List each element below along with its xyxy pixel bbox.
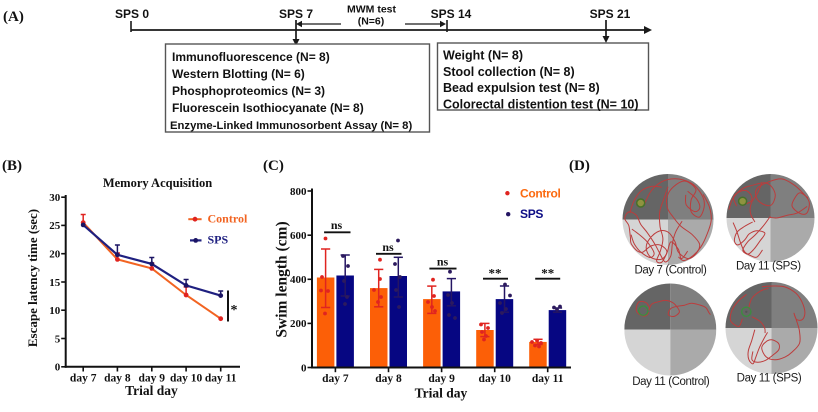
svg-text:(C): (C) <box>263 158 284 174</box>
svg-text:Weight (N= 8): Weight (N= 8) <box>443 49 523 63</box>
svg-text:0: 0 <box>55 362 61 374</box>
svg-text:Control: Control <box>520 187 561 201</box>
svg-text:Trial day: Trial day <box>125 383 178 398</box>
svg-text:(B): (B) <box>2 158 22 174</box>
svg-text:Stool collection (N= 8): Stool collection (N= 8) <box>443 65 575 79</box>
svg-text:day 9: day 9 <box>139 373 166 385</box>
svg-text:400: 400 <box>290 274 307 286</box>
svg-text:200: 200 <box>290 318 307 330</box>
svg-text:600: 600 <box>290 230 307 242</box>
svg-text:(A): (A) <box>3 9 24 25</box>
svg-text:(D): (D) <box>569 158 590 174</box>
svg-text:10: 10 <box>49 305 61 317</box>
svg-text:ns: ns <box>331 218 343 232</box>
svg-text:15: 15 <box>49 277 61 289</box>
svg-text:day 7: day 7 <box>70 373 97 385</box>
svg-text:Day 7 (Control): Day 7 (Control) <box>635 265 708 277</box>
svg-text:Swim length (cm): Swim length (cm) <box>274 221 291 337</box>
svg-text:800: 800 <box>290 186 307 198</box>
svg-text:day 10: day 10 <box>479 373 512 385</box>
svg-text:*: * <box>231 303 238 318</box>
svg-text:Memory Acquisition: Memory Acquisition <box>103 176 212 190</box>
svg-text:SPS 0: SPS 0 <box>115 7 149 21</box>
svg-text:day 10: day 10 <box>170 373 203 385</box>
svg-text:day 11: day 11 <box>532 373 564 385</box>
svg-text:SPS 7: SPS 7 <box>279 7 313 21</box>
svg-text:Day 11 (SPS): Day 11 (SPS) <box>737 373 802 385</box>
svg-text:day 7: day 7 <box>322 373 349 385</box>
svg-text:SPS 14: SPS 14 <box>431 7 472 21</box>
svg-text:MWM test: MWM test <box>347 4 396 16</box>
svg-text:SPS 21: SPS 21 <box>590 7 631 21</box>
svg-text:Enzyme-Linked Immunosorbent As: Enzyme-Linked Immunosorbent Assay (N= 8) <box>170 120 412 132</box>
svg-text:Immunofluorescence (N= 8): Immunofluorescence (N= 8) <box>172 50 330 64</box>
svg-text:Control: Control <box>208 212 248 226</box>
svg-text:25: 25 <box>49 220 61 232</box>
svg-text:Colorectal distention test (N=: Colorectal distention test (N= 10) <box>443 97 639 111</box>
svg-text:**: ** <box>489 265 502 280</box>
svg-text:day 8: day 8 <box>104 373 131 385</box>
svg-text:30: 30 <box>49 192 61 204</box>
svg-text:Escape latency time (sec): Escape latency time (sec) <box>25 209 40 347</box>
svg-text:Day 11 (Control): Day 11 (Control) <box>632 376 710 388</box>
svg-text:5: 5 <box>55 333 61 345</box>
svg-text:day 8: day 8 <box>375 373 402 385</box>
svg-text:Fluorescein Isothiocyanate (N=: Fluorescein Isothiocyanate (N= 8) <box>172 101 364 115</box>
svg-text:Western Blotting (N= 6): Western Blotting (N= 6) <box>172 67 305 81</box>
svg-text:Bead expulsion test (N= 8): Bead expulsion test (N= 8) <box>443 81 600 95</box>
svg-text:ns: ns <box>382 240 394 254</box>
svg-text:day 9: day 9 <box>428 373 455 385</box>
svg-text:0: 0 <box>301 362 307 374</box>
svg-text:Day 11 (SPS): Day 11 (SPS) <box>736 261 801 273</box>
svg-text:ns: ns <box>437 255 449 269</box>
svg-text:SPS: SPS <box>520 207 543 221</box>
svg-text:SPS: SPS <box>208 233 229 247</box>
svg-text:Phosphoproteomics (N= 3): Phosphoproteomics (N= 3) <box>172 84 325 98</box>
svg-text:day 11: day 11 <box>205 373 237 385</box>
svg-text:20: 20 <box>49 249 61 261</box>
svg-text:(N=6): (N=6) <box>358 16 385 28</box>
svg-text:Trial day: Trial day <box>415 386 468 401</box>
svg-text:**: ** <box>541 265 554 280</box>
